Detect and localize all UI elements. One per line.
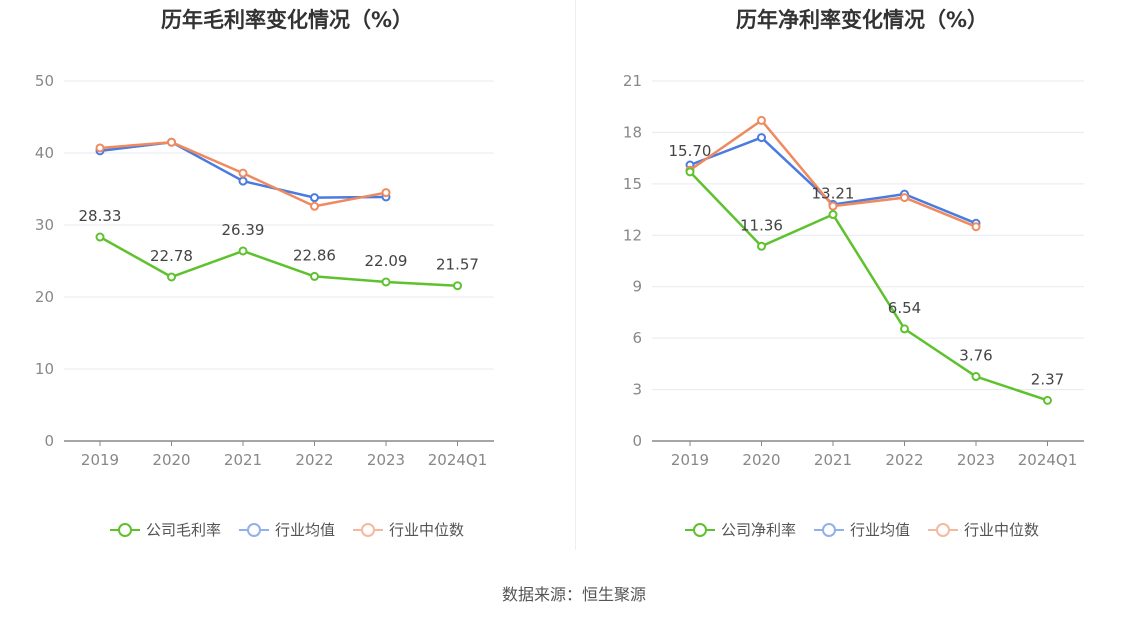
data-point[interactable] (167, 272, 176, 282)
data-label: 2.37 (1031, 370, 1064, 388)
data-point[interactable] (900, 193, 909, 203)
data-label: 13.21 (812, 185, 855, 203)
x-tick-label: 2020 (742, 451, 780, 469)
x-tick-label: 2024Q1 (1018, 451, 1078, 469)
legend-label: 行业中位数 (964, 521, 1040, 539)
data-point[interactable] (971, 222, 981, 232)
y-tick-label: 20 (35, 288, 54, 306)
data-point[interactable] (238, 176, 248, 186)
data-point[interactable] (971, 372, 981, 382)
data-label: 26.39 (222, 221, 265, 239)
legend-marker-icon (928, 522, 958, 537)
series-line (99, 235, 458, 287)
legend-item[interactable]: 行业中位数 (928, 519, 1039, 540)
data-source: 数据来源：恒生聚源 (501, 585, 646, 604)
data-point[interactable] (310, 193, 319, 203)
legend-marker-icon (109, 522, 140, 537)
y-tick-label: 0 (632, 432, 642, 450)
y-tick-label: 15 (623, 175, 642, 193)
data-point[interactable] (167, 137, 176, 147)
data-point[interactable] (828, 201, 838, 211)
legend-item[interactable]: 行业中位数 (353, 519, 464, 540)
data-label: 6.54 (888, 299, 921, 317)
data-point[interactable] (1043, 395, 1052, 405)
x-tick-label: 2023 (957, 451, 995, 469)
x-tick-label: 2023 (367, 451, 405, 469)
legend-label: 行业中位数 (389, 521, 465, 539)
chart-title: 历年净利率变化情况（%） (735, 8, 989, 32)
x-tick-label: 2022 (295, 451, 333, 469)
data-point[interactable] (900, 324, 909, 334)
data-point[interactable] (828, 210, 838, 220)
legend-label: 行业均值 (849, 521, 910, 539)
y-tick-label: 18 (623, 123, 642, 141)
panel-divider (575, 0, 576, 550)
data-point[interactable] (310, 271, 319, 281)
data-label: 28.33 (79, 207, 122, 225)
legend-item[interactable]: 行业均值 (238, 519, 335, 540)
x-tick-label: 2021 (224, 451, 262, 469)
data-point[interactable] (757, 115, 766, 125)
legend-item[interactable]: 公司毛利率 (109, 519, 221, 540)
chart-title: 历年毛利率变化情况（%） (160, 8, 414, 32)
x-tick-label: 2020 (152, 451, 190, 469)
data-point[interactable] (310, 201, 319, 211)
data-label: 22.78 (150, 247, 193, 265)
chart-legend: 公司净利率 行业均值 行业中位数 (576, 519, 1148, 540)
legend-item[interactable]: 行业均值 (813, 519, 910, 540)
y-tick-label: 40 (35, 144, 54, 162)
x-tick-label: 2022 (885, 451, 923, 469)
data-point[interactable] (95, 232, 105, 242)
net-margin-plot: 0 3 6 9 12 15 18 21 2019 2020 2021 2022 2023 2024Q1 15… (623, 72, 1084, 469)
legend-label: 公司净利率 (720, 521, 796, 539)
x-tick-label: 2019 (81, 451, 119, 469)
chart-legend: 公司毛利率 行业均值 行业中位数 (0, 519, 574, 540)
y-tick-label: 0 (44, 432, 54, 450)
legend-label: 公司毛利率 (145, 521, 221, 539)
legend-item[interactable]: 公司净利率 (684, 519, 796, 540)
y-tick-label: 9 (632, 278, 642, 296)
data-point[interactable] (453, 281, 462, 291)
data-label: 22.86 (293, 246, 336, 264)
y-tick-label: 50 (35, 72, 54, 90)
legend-marker-icon (353, 522, 383, 537)
x-tick-label: 2024Q1 (428, 451, 488, 469)
data-label: 15.70 (669, 142, 712, 160)
y-tick-label: 10 (35, 360, 54, 378)
y-tick-label: 30 (35, 216, 54, 234)
data-point[interactable] (381, 277, 391, 287)
data-label: 21.57 (436, 256, 479, 274)
y-tick-label: 12 (623, 226, 642, 244)
data-point[interactable] (757, 133, 766, 143)
gross-margin-chart: 历年毛利率变化情况（%） 0 10 20 30 40 50 2019 2020 2021 2022… (0, 0, 574, 560)
y-tick-label: 3 (632, 381, 642, 399)
series-line (689, 170, 1048, 402)
data-point[interactable] (238, 168, 248, 178)
data-label: 3.76 (959, 347, 992, 365)
data-label: 22.09 (365, 252, 408, 270)
gross-margin-plot: 0 10 20 30 40 50 2019 2020 2021 2022 2023 2024Q1 28.… (35, 72, 494, 469)
legend-label: 行业均值 (274, 521, 335, 539)
y-tick-label: 6 (632, 329, 642, 347)
data-point[interactable] (757, 241, 766, 251)
x-tick-label: 2019 (671, 451, 709, 469)
legend-marker-icon (684, 522, 715, 537)
legend-marker-icon (813, 522, 844, 537)
data-point[interactable] (238, 246, 248, 256)
net-margin-chart: 历年净利率变化情况（%） 0 3 6 9 12 15 18 21 2019 2020 2021 202… (576, 0, 1148, 560)
data-point[interactable] (685, 167, 695, 177)
data-point[interactable] (95, 143, 105, 153)
y-tick-label: 21 (623, 72, 642, 90)
data-point[interactable] (381, 188, 391, 198)
data-label: 11.36 (740, 216, 783, 234)
x-tick-label: 2021 (814, 451, 852, 469)
legend-marker-icon (238, 522, 269, 537)
